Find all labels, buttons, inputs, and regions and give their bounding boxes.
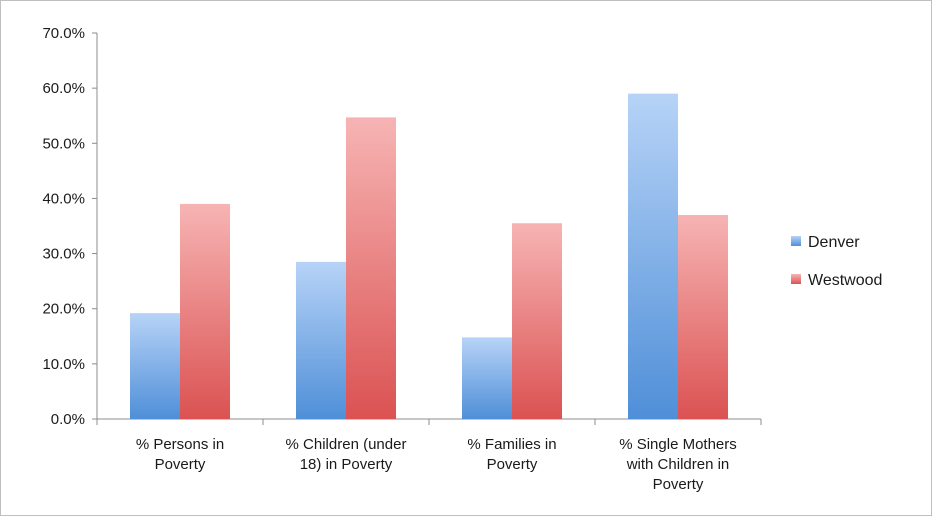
- y-tick-label: 60.0%: [42, 80, 85, 97]
- bar-denver-4: [628, 93, 678, 420]
- legend-swatch-westwood: [791, 274, 801, 284]
- bar-denver-3: [462, 337, 512, 419]
- y-tick-label: 20.0%: [42, 301, 85, 318]
- bar-denver-1: [130, 313, 180, 419]
- y-tick-label: 10.0%: [42, 356, 85, 373]
- legend-label-denver: Denver: [808, 234, 860, 251]
- y-tick-label: 0.0%: [51, 411, 85, 428]
- x-category-label: % Persons in Poverty: [136, 436, 224, 473]
- bar-denver-2: [296, 261, 346, 419]
- legend-label-westwood: Westwood: [808, 272, 882, 289]
- axes: 0.0% 10.0% 20.0% 30.0% 40.0% 50.0% 60.0% 70.0%: [42, 25, 762, 428]
- legend: Denver Westwood: [791, 234, 882, 289]
- y-tick-label: 30.0%: [42, 246, 85, 263]
- x-category-label: % Children (under 18) in Poverty: [286, 436, 407, 473]
- bar-westwood-1: [180, 203, 230, 419]
- legend-swatch-denver: [791, 236, 801, 246]
- x-category-label: % Families in Poverty: [467, 436, 556, 473]
- labels: % Persons in Poverty % Children (under 18) …: [136, 436, 737, 493]
- bar-westwood-4: [678, 214, 728, 419]
- y-tick-label: 50.0%: [42, 135, 85, 152]
- bar-westwood-3: [512, 223, 562, 419]
- y-tick-label: 70.0%: [42, 25, 85, 42]
- bars: [130, 93, 728, 420]
- y-tick-label: 40.0%: [42, 190, 85, 207]
- bar-westwood-2: [346, 117, 396, 420]
- x-category-label: % Single Mothers with Children in Poverty: [619, 436, 737, 493]
